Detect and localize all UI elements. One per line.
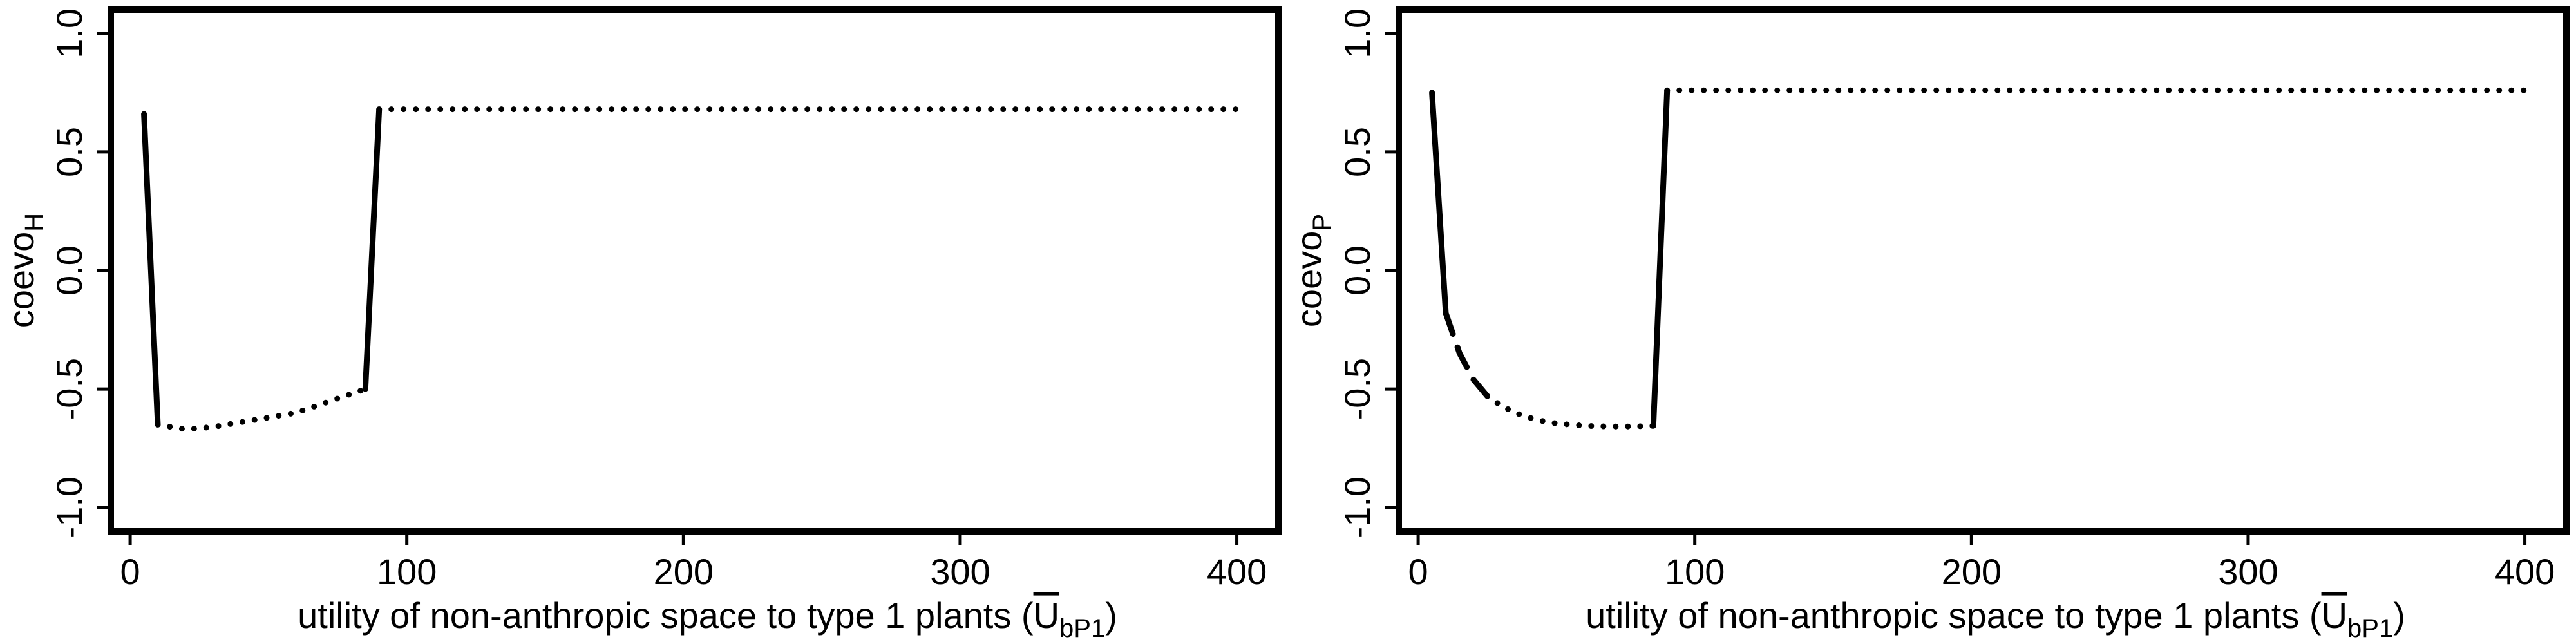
y-tick-label: 0.5 bbox=[49, 127, 90, 177]
x-tick-label: 300 bbox=[930, 551, 990, 592]
x-axis-title-symbol: U bbox=[2322, 595, 2347, 636]
y-tick-label: -0.5 bbox=[49, 358, 90, 421]
y-tick-label: 0.0 bbox=[49, 245, 90, 296]
x-tick-label: 0 bbox=[1408, 551, 1428, 592]
plot-frame bbox=[1396, 6, 2570, 535]
series-line-solid bbox=[141, 111, 161, 428]
plot-frame bbox=[108, 6, 1282, 535]
x-axis-title: utility of non-anthropic space to type 1… bbox=[1586, 595, 2405, 643]
y-axis-title-subscript: H bbox=[20, 213, 48, 232]
y-axis-title-text: coevo bbox=[1289, 231, 1329, 327]
y-axis-title: coevoP bbox=[1289, 214, 1336, 327]
y-axis-title-subscript: P bbox=[1308, 214, 1336, 231]
y-tick-label: -0.5 bbox=[1337, 358, 1378, 421]
series-line-solid bbox=[1429, 90, 1449, 316]
x-axis-title-text: utility of non-anthropic space to type 1… bbox=[1586, 595, 2322, 636]
x-axis-title-text: utility of non-anthropic space to type 1… bbox=[298, 595, 1034, 636]
x-axis-title-subscript: bP1 bbox=[2347, 614, 2393, 643]
right-panel-coevo-p: 0 100 200 300 400 -1.0 -0.5 0.0 0.5 1.0 utility of… bbox=[1289, 6, 2570, 643]
series-line-solid bbox=[1650, 87, 1671, 429]
series-line-dotted bbox=[155, 386, 368, 433]
left-panel-coevo-h: 0 100 200 300 400 -1.0 -0.5 0.0 0.5 1.0 utility of… bbox=[1, 6, 1282, 643]
series-line-dashed bbox=[1443, 310, 1490, 399]
x-axis-title-close: ) bbox=[2393, 595, 2405, 636]
x-tick-label: 400 bbox=[2495, 551, 2555, 592]
y-tick-label: -1.0 bbox=[49, 477, 90, 539]
y-axis-title-text: coevo bbox=[1, 232, 41, 328]
y-tick-label: 0.0 bbox=[1337, 245, 1378, 296]
series-line-dotted bbox=[1484, 393, 1656, 430]
x-tick-label: 200 bbox=[1942, 551, 2002, 592]
y-tick-label: -1.0 bbox=[1337, 477, 1378, 539]
x-axis-title-symbol: U bbox=[1034, 595, 1059, 636]
series-line-solid bbox=[362, 106, 383, 392]
x-axis-title-close: ) bbox=[1105, 595, 1117, 636]
x-tick-label: 0 bbox=[120, 551, 140, 592]
x-tick-label: 300 bbox=[2218, 551, 2278, 592]
x-tick-label: 100 bbox=[377, 551, 437, 592]
x-tick-label: 200 bbox=[654, 551, 714, 592]
y-tick-label: 0.5 bbox=[1337, 127, 1378, 177]
x-axis-title-subscript: bP1 bbox=[1059, 614, 1105, 643]
x-tick-label: 100 bbox=[1665, 551, 1725, 592]
x-axis-title: utility of non-anthropic space to type 1… bbox=[298, 595, 1117, 643]
y-tick-label: 1.0 bbox=[49, 8, 90, 59]
y-tick-label: 1.0 bbox=[1337, 8, 1378, 59]
x-tick-label: 400 bbox=[1207, 551, 1267, 592]
y-axis-title: coevoH bbox=[1, 213, 48, 328]
